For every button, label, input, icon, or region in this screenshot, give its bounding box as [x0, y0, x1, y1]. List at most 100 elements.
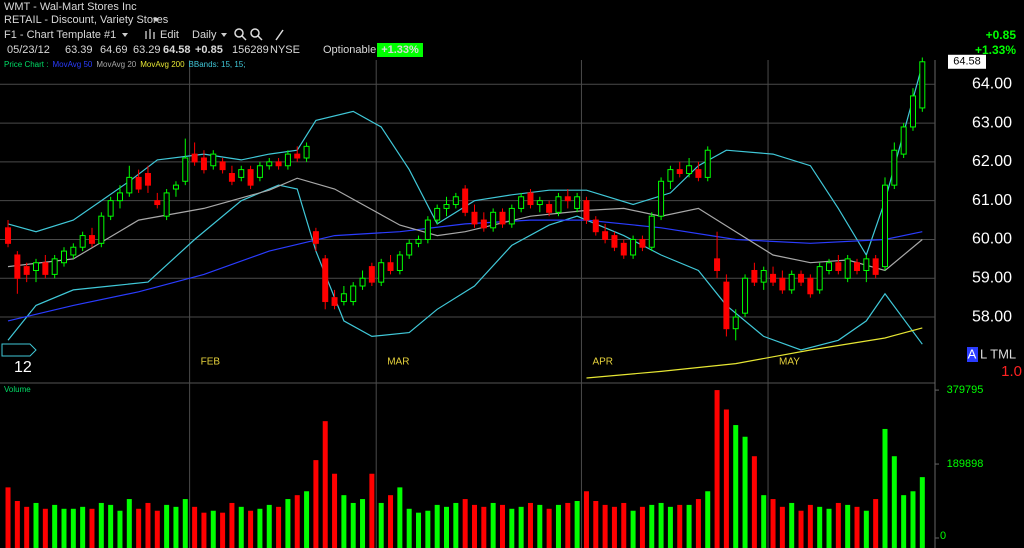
candle-body	[368, 266, 375, 283]
volume-bar	[201, 512, 207, 548]
volume-bar	[686, 504, 692, 548]
volume-bar	[863, 510, 869, 548]
x-tick-label: MAR	[387, 357, 409, 368]
volume-bar	[649, 504, 655, 548]
quote-high: 64.69	[100, 44, 128, 56]
candle-body	[574, 196, 581, 209]
candle-body	[546, 204, 553, 213]
volume-bar	[910, 491, 916, 548]
y-tick-label: 64.00	[972, 75, 1012, 92]
industry[interactable]: RETAIL - Discount, Variety Stores	[4, 14, 169, 26]
candle-body	[527, 192, 534, 206]
candle-body	[854, 262, 861, 271]
candle-body	[872, 258, 879, 275]
volume-bar	[630, 510, 636, 548]
bars-icon[interactable]	[145, 29, 155, 39]
quote-change: +0.85	[195, 44, 223, 56]
dropdown-arrow	[122, 33, 128, 37]
volume-bar	[873, 499, 879, 548]
candle-body	[751, 269, 758, 283]
candle-body	[471, 211, 478, 225]
volume-bar	[621, 502, 627, 548]
volume-bar	[378, 502, 384, 548]
volume-bar	[126, 499, 132, 548]
volume-bar	[304, 491, 310, 548]
side-change-pct: +1.33%	[975, 43, 1016, 57]
volume-bar	[229, 502, 235, 548]
volume-bar	[565, 502, 571, 548]
volume-bar	[388, 495, 394, 548]
period-menu[interactable]: Daily	[192, 29, 217, 41]
side-change: +0.85	[986, 28, 1017, 42]
volume-tick-label: 189898	[947, 458, 984, 470]
candle-body	[228, 173, 235, 182]
edit-button[interactable]: Edit	[160, 29, 179, 41]
volume-bar	[751, 456, 757, 548]
candle-body	[70, 246, 77, 256]
candle-body	[42, 262, 49, 275]
side-options[interactable]: L TML	[980, 346, 1016, 361]
volume-bar	[845, 504, 851, 548]
candle-body	[788, 273, 795, 291]
volume-bar	[5, 487, 11, 548]
volume-bar	[145, 502, 151, 548]
volume-bar	[322, 421, 328, 548]
candle-body	[620, 242, 627, 256]
candle-body	[322, 258, 329, 303]
candle-body	[172, 184, 179, 190]
candle-body	[5, 227, 12, 244]
candle-body	[863, 258, 870, 271]
volume-bar	[919, 477, 925, 548]
volume-bar	[854, 506, 860, 548]
candle-body	[23, 266, 30, 275]
candle-body	[340, 293, 347, 303]
candle-body	[499, 211, 506, 225]
volume-bar	[826, 508, 832, 548]
volume-bar	[770, 499, 776, 548]
volume-bar	[807, 504, 813, 548]
candle-body	[835, 262, 842, 271]
y-tick-label: 59.00	[972, 269, 1012, 286]
candle-body	[61, 250, 68, 264]
x-tick-label: MAY	[779, 357, 800, 368]
candle-body	[798, 273, 805, 283]
candle-body	[434, 207, 441, 221]
candle-body	[816, 266, 823, 291]
candle-body	[154, 200, 161, 206]
volume-bar	[266, 504, 272, 548]
volume-bar	[80, 506, 86, 548]
candle-body	[424, 219, 431, 240]
candle-body	[266, 161, 273, 167]
side-a[interactable]: A	[968, 346, 977, 361]
zoom-out-icon[interactable]	[250, 28, 263, 41]
symbol-line: WMT - Wal-Mart Stores Inc	[4, 1, 137, 13]
candle-body	[303, 145, 310, 159]
volume-bar	[593, 501, 599, 548]
draw-icon[interactable]	[275, 29, 284, 41]
volume-bar	[164, 504, 170, 548]
quote-exchange: NYSE	[270, 44, 300, 56]
candle-body	[881, 184, 888, 268]
volume-bar	[639, 506, 645, 548]
volume-tick-label: 379795	[947, 384, 984, 396]
bollinger-band	[7, 184, 923, 351]
candle-body	[275, 161, 282, 167]
candle-body	[704, 149, 711, 178]
zoom-in-icon[interactable]	[234, 28, 247, 41]
volume-bar	[789, 502, 795, 548]
volume-bar	[350, 502, 356, 548]
volume-bar	[210, 510, 216, 548]
y-tick-label: 58.00	[972, 308, 1012, 325]
legend-item: MovAvg 200	[140, 60, 185, 69]
y-tick-label: 60.00	[972, 231, 1012, 248]
last-price-tag	[948, 54, 986, 69]
candle-body	[126, 176, 133, 194]
volume-bar	[462, 499, 468, 548]
candle-body	[490, 211, 497, 229]
volume-bar	[192, 506, 198, 548]
volume-bar	[611, 506, 617, 548]
template-menu[interactable]: F1 - Chart Template #1	[4, 29, 116, 41]
year-marker	[1, 343, 37, 357]
volume-bar	[444, 506, 450, 548]
